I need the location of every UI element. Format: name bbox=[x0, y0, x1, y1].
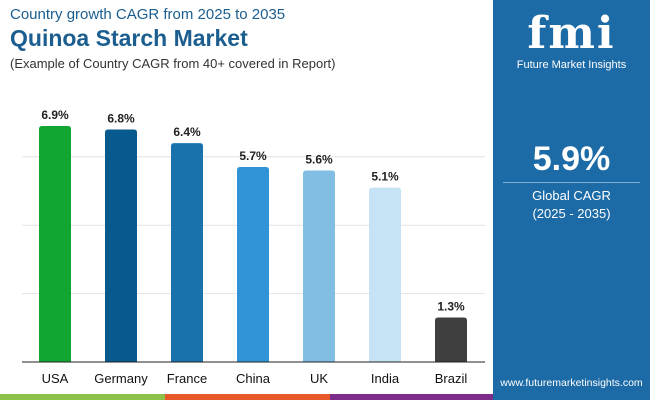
bar-brazil bbox=[435, 317, 467, 362]
bar-usa bbox=[39, 126, 71, 363]
x-tick-label: UK bbox=[310, 371, 328, 386]
fmi-logo: fmi bbox=[527, 8, 616, 59]
bar-germany bbox=[105, 129, 137, 362]
data-label: 5.7% bbox=[239, 149, 267, 163]
chart-note: (Example of Country CAGR from 40+ covere… bbox=[10, 56, 336, 71]
global-cagr-value: 5.9% bbox=[532, 140, 611, 178]
x-tick-label: USA bbox=[42, 371, 69, 386]
bar-uk bbox=[303, 170, 335, 362]
x-tick-label: China bbox=[236, 371, 271, 386]
footer-strip-green bbox=[0, 394, 165, 400]
chart-title: Quinoa Starch Market bbox=[10, 25, 248, 51]
bar-india bbox=[369, 187, 401, 362]
x-tick-label: Germany bbox=[94, 371, 148, 386]
x-tick-label: Brazil bbox=[435, 371, 468, 386]
data-label: 6.4% bbox=[173, 125, 201, 139]
side-panel: fmi Future Market Insights 5.9% Global C… bbox=[493, 0, 650, 400]
bar-france bbox=[171, 143, 203, 362]
website-link[interactable]: www.futuremarketinsights.com bbox=[500, 377, 643, 389]
global-cagr-period: (2025 - 2035) bbox=[532, 206, 611, 221]
bar-china bbox=[237, 167, 269, 362]
data-label: 5.1% bbox=[371, 170, 399, 184]
data-label: 5.6% bbox=[305, 152, 333, 166]
data-label: 6.8% bbox=[107, 111, 135, 125]
chart-supertitle: Country growth CAGR from 2025 to 2035 bbox=[10, 6, 286, 23]
global-cagr-label: Global CAGR bbox=[532, 188, 611, 203]
logo-caption: Future Market Insights bbox=[516, 59, 627, 71]
bar-chart: 6.9% USA 6.8% Germany 6.4% France 5.7% China 5.6… bbox=[22, 108, 485, 386]
footer-strip-orange bbox=[165, 394, 330, 400]
x-tick-label: India bbox=[371, 371, 400, 386]
footer-strip-blue bbox=[493, 394, 650, 400]
footer-strip-purple bbox=[330, 394, 493, 400]
divider bbox=[503, 182, 640, 183]
data-label: 6.9% bbox=[41, 108, 69, 122]
data-label: 1.3% bbox=[437, 300, 465, 314]
x-tick-label: France bbox=[167, 371, 207, 386]
